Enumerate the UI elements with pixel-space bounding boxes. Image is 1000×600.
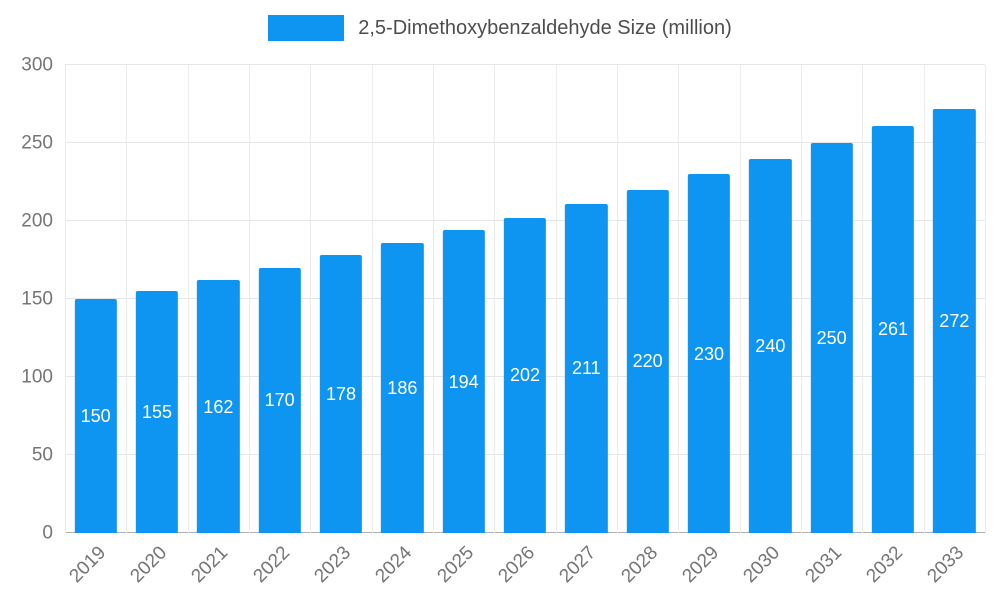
- gridline: [65, 142, 985, 143]
- bar-2022[interactable]: [258, 267, 301, 533]
- gridline-vertical: [187, 65, 189, 533]
- x-axis-tick-label: 2025: [433, 542, 478, 588]
- x-axis-tick-label: 2020: [126, 542, 172, 588]
- y-axis-tick-label: 150: [21, 288, 53, 310]
- gridline-vertical: [249, 65, 250, 533]
- x-axis-tick-label: 2023: [310, 542, 356, 588]
- bar-2024[interactable]: [381, 242, 424, 533]
- bar-2020[interactable]: [135, 291, 179, 533]
- gridline-vertical: [126, 65, 128, 533]
- bar-2031[interactable]: [810, 143, 853, 533]
- bar-2021[interactable]: [197, 280, 240, 533]
- x-axis-tick-label: 2019: [65, 542, 110, 588]
- y-axis-tick-label: 200: [21, 210, 53, 232]
- y-axis-tick-label: 50: [31, 444, 53, 466]
- legend[interactable]: 2,5-Dimethoxybenzaldehyde Size (million): [0, 15, 1000, 41]
- legend-label: 2,5-Dimethoxybenzaldehyde Size (million): [358, 16, 732, 39]
- x-axis-tick-label: 2030: [739, 542, 785, 588]
- x-axis-tick-label: 2029: [678, 542, 724, 588]
- y-axis-tick-label: 100: [21, 366, 53, 388]
- legend-swatch: [268, 15, 345, 41]
- gridline-vertical: [678, 65, 680, 533]
- bar-2028[interactable]: [626, 189, 669, 533]
- y-axis-tick-label: 300: [21, 54, 53, 76]
- bar-2025[interactable]: [442, 230, 485, 533]
- bar-2033[interactable]: [933, 108, 976, 533]
- gridline-vertical: [985, 65, 986, 533]
- x-axis-tick-label: 2031: [801, 542, 846, 588]
- bar-2030[interactable]: [749, 158, 792, 533]
- bar-2019[interactable]: [74, 299, 117, 533]
- bar-2026[interactable]: [503, 217, 547, 533]
- plot-area: 0 50 100 150 200 250 300 150 2019 155 2020 162 2021 1…: [21, 56, 986, 587]
- gridline-vertical: [433, 65, 434, 533]
- x-axis-tick-label: 2026: [494, 542, 540, 588]
- x-axis-tick-label: 2032: [862, 542, 908, 588]
- x-axis-tick-label: 2022: [249, 542, 294, 588]
- gridline-vertical: [310, 65, 312, 533]
- gridline-vertical: [65, 65, 66, 533]
- gridline-vertical: [555, 65, 557, 533]
- bar-2032[interactable]: [871, 125, 915, 533]
- gridline-vertical: [862, 65, 864, 533]
- gridline-vertical: [494, 65, 496, 533]
- x-axis-tick-label: 2021: [187, 542, 233, 588]
- gridline-vertical: [371, 65, 373, 533]
- x-axis-tick-label: 2033: [923, 542, 969, 588]
- y-axis-tick-label: 0: [42, 522, 53, 544]
- x-axis-tick-label: 2028: [617, 542, 662, 588]
- bar-2023[interactable]: [319, 255, 363, 533]
- x-axis-tick-label: 2027: [555, 542, 601, 588]
- gridline-vertical: [739, 65, 741, 533]
- bar-2027[interactable]: [565, 203, 608, 533]
- gridline-vertical: [923, 65, 925, 533]
- y-axis-tick-label: 250: [21, 132, 53, 154]
- gridline-vertical: [801, 65, 802, 533]
- bar-2029[interactable]: [687, 174, 731, 533]
- x-axis-tick-label: 2024: [371, 542, 417, 588]
- gridline: [65, 64, 985, 65]
- gridline-vertical: [617, 65, 618, 533]
